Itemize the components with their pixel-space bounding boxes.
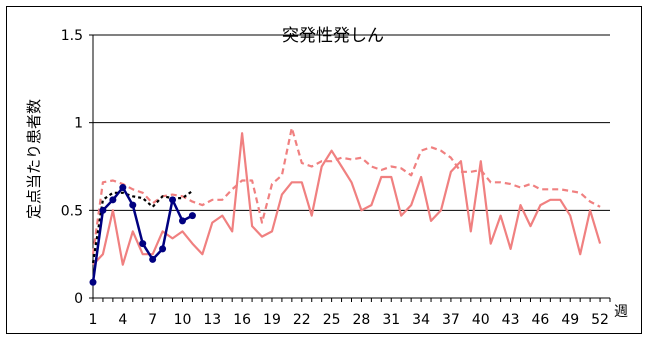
- chart-frame: 0 0.5 1 1.5 1 4 7 10 13 16 19 22 25 28 31 34 37 40 43 46 49…: [6, 6, 642, 334]
- series-3-point-2: [109, 196, 117, 204]
- chart-title: 突発性発しん: [282, 26, 384, 46]
- line-chart: 0 0.5 1 1.5 1 4 7 10 13 16 19 22 25 28 31 34 37 40 43 46 49…: [25, 26, 628, 328]
- series-3-point-6: [149, 255, 157, 263]
- x-tick-label-14: 43: [502, 312, 520, 328]
- x-tick-label-2: 7: [148, 312, 157, 328]
- series-3-point-7: [159, 245, 167, 253]
- x-tick-label-6: 19: [263, 312, 281, 328]
- x-tick-label-17: 52: [591, 312, 609, 328]
- y-axis-label: 定点当たり患者数: [25, 99, 43, 219]
- x-tick-label-11: 34: [412, 312, 430, 328]
- data-series: [89, 126, 602, 286]
- y-tick-label-2: 1: [74, 116, 83, 132]
- x-tick-label-7: 22: [293, 312, 311, 328]
- y-tick-label-3: 1.5: [61, 28, 83, 44]
- series-3-point-8: [169, 196, 177, 204]
- series-3-point-0: [89, 278, 97, 286]
- series-line-0: [92, 132, 602, 266]
- x-tick-label-15: 46: [531, 312, 549, 328]
- x-tick-label-10: 31: [382, 312, 400, 328]
- series-3-point-5: [139, 240, 147, 248]
- y-tick-label-1: 0.5: [61, 203, 83, 219]
- series-3-point-9: [178, 217, 186, 225]
- axes: [89, 34, 611, 302]
- series-line-1: [91, 126, 601, 255]
- x-tick-label-0: 1: [89, 312, 98, 328]
- x-tick-labels: 1 4 7 10 13 16 19 22 25 28 31 34 37 40 43 46 49 52: [89, 312, 609, 328]
- series-3-point-10: [188, 212, 196, 220]
- x-axis-label: 週: [614, 304, 628, 320]
- x-tick-label-13: 40: [472, 312, 490, 328]
- x-tick-label-16: 49: [561, 312, 579, 328]
- x-tick-label-3: 10: [174, 312, 192, 328]
- x-tick-label-9: 28: [353, 312, 371, 328]
- x-tick-label-5: 16: [233, 312, 251, 328]
- x-tick-label-12: 37: [442, 312, 460, 328]
- series-3-point-4: [129, 201, 137, 209]
- y-tick-label-0: 0: [74, 291, 83, 307]
- x-tick-label-8: 25: [323, 312, 341, 328]
- y-tick-labels: 0 0.5 1 1.5: [61, 28, 83, 307]
- series-3-point-3: [119, 184, 127, 192]
- series-3-point-1: [99, 206, 107, 214]
- x-tick-label-4: 13: [203, 312, 221, 328]
- series-line-2: [91, 190, 194, 264]
- x-tick-label-1: 4: [118, 312, 127, 328]
